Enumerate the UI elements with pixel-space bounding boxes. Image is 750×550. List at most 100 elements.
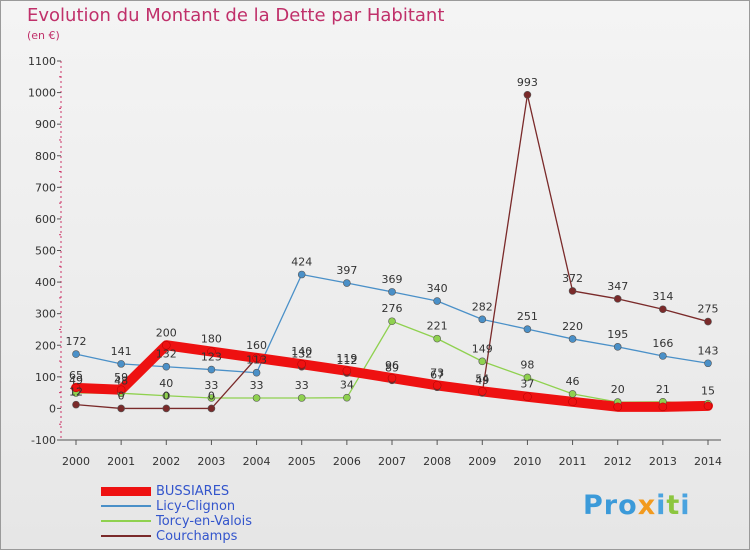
data-point xyxy=(659,352,667,360)
data-point xyxy=(704,317,712,326)
x-tick-label: 2002 xyxy=(152,455,180,468)
data-point xyxy=(433,297,441,305)
data-point xyxy=(659,305,667,314)
data-point xyxy=(523,392,532,401)
data-label: 67 xyxy=(430,368,444,381)
data-point xyxy=(71,383,81,393)
data-point xyxy=(523,325,532,333)
data-point xyxy=(387,373,397,383)
data-point xyxy=(613,343,622,351)
data-label: 21 xyxy=(656,383,670,396)
data-point xyxy=(297,270,306,279)
data-label: 49 xyxy=(69,374,83,387)
data-label: 33 xyxy=(250,379,264,392)
data-point xyxy=(207,394,216,402)
data-label: 20 xyxy=(611,383,625,396)
legend-label: Licy-Clignon xyxy=(156,499,236,514)
data-label: 59 xyxy=(114,371,128,384)
data-label: 397 xyxy=(336,264,357,277)
data-label: 65 xyxy=(69,369,83,382)
data-label: 96 xyxy=(385,359,399,372)
data-label: 220 xyxy=(562,320,583,333)
data-point xyxy=(523,373,532,382)
chart-title: Evolution du Montant de la Dette par Hab… xyxy=(27,5,445,26)
y-tick-label: 900 xyxy=(35,118,56,131)
data-label: 166 xyxy=(652,337,673,350)
x-tick-label: 2014 xyxy=(694,455,722,468)
proxiti-logo: Proxiti xyxy=(583,490,691,521)
y-tick-label: 600 xyxy=(35,213,56,226)
data-point xyxy=(162,362,171,371)
data-point xyxy=(613,402,622,412)
data-point xyxy=(252,353,261,363)
data-label: 49 xyxy=(475,374,489,387)
data-point xyxy=(568,287,577,295)
x-tick-label: 2000 xyxy=(62,455,90,468)
data-label: 112 xyxy=(336,354,357,367)
y-tick-label: 100 xyxy=(35,371,56,384)
data-label: 0 xyxy=(118,389,125,402)
data-label: 54 xyxy=(475,372,489,385)
data-point xyxy=(162,391,171,400)
x-tick-label: 2001 xyxy=(107,455,135,468)
y-tick-label: 0 xyxy=(49,402,56,415)
data-point xyxy=(72,350,80,358)
data-point xyxy=(568,397,577,407)
data-point xyxy=(478,387,487,396)
series-points xyxy=(71,90,713,413)
y-tick-label: 500 xyxy=(35,245,56,258)
data-label: 195 xyxy=(607,328,628,341)
data-label: 132 xyxy=(156,348,177,361)
data-label: 40 xyxy=(159,377,173,390)
data-point xyxy=(252,394,261,402)
data-label: 347 xyxy=(607,280,628,293)
data-label: 98 xyxy=(520,358,534,371)
data-label: 372 xyxy=(562,272,583,285)
y-tick-label: -100 xyxy=(31,434,56,447)
x-tick-label: 2011 xyxy=(559,455,587,468)
x-tick-label: 2013 xyxy=(649,455,677,468)
data-label: 340 xyxy=(427,282,448,295)
y-tick-label: 700 xyxy=(35,181,56,194)
x-tick-label: 2010 xyxy=(513,455,541,468)
data-label: 149 xyxy=(472,342,493,355)
x-tick-label: 2008 xyxy=(423,455,451,468)
data-point xyxy=(252,368,261,377)
data-point xyxy=(388,288,396,296)
data-point xyxy=(207,365,216,374)
data-label: 221 xyxy=(427,320,448,333)
data-point xyxy=(297,359,306,369)
data-label: 275 xyxy=(698,303,719,316)
data-label: 48 xyxy=(114,374,128,387)
data-point xyxy=(568,335,577,343)
x-tick-label: 2005 xyxy=(288,455,316,468)
data-point xyxy=(343,279,351,287)
data-label: 424 xyxy=(291,256,312,269)
data-point xyxy=(432,381,442,390)
data-label: 46 xyxy=(566,375,580,388)
data-label: 113 xyxy=(246,354,267,367)
data-point xyxy=(342,366,352,376)
x-tick-label: 2004 xyxy=(243,455,271,468)
data-label: 123 xyxy=(201,351,222,364)
axes: -100010020030040050060070080090010001100… xyxy=(28,55,722,468)
x-tick-label: 2012 xyxy=(604,455,632,468)
data-label: 0 xyxy=(208,389,215,402)
data-point xyxy=(116,385,126,395)
data-label: 34 xyxy=(340,379,354,392)
data-point xyxy=(523,90,532,99)
data-label: 12 xyxy=(69,386,83,399)
data-label: 251 xyxy=(517,310,538,323)
chart-unit: (en €) xyxy=(27,29,60,42)
legend-swatch xyxy=(101,487,151,496)
data-label: 89 xyxy=(385,361,399,374)
data-label: 0 xyxy=(163,389,170,402)
data-label: 37 xyxy=(520,378,534,391)
x-tick-label: 2003 xyxy=(197,455,225,468)
data-label: 132 xyxy=(291,348,312,361)
data-label: 119 xyxy=(336,352,357,365)
y-tick-label: 300 xyxy=(35,308,56,321)
legend-swatch xyxy=(101,520,151,522)
data-point xyxy=(478,315,487,324)
